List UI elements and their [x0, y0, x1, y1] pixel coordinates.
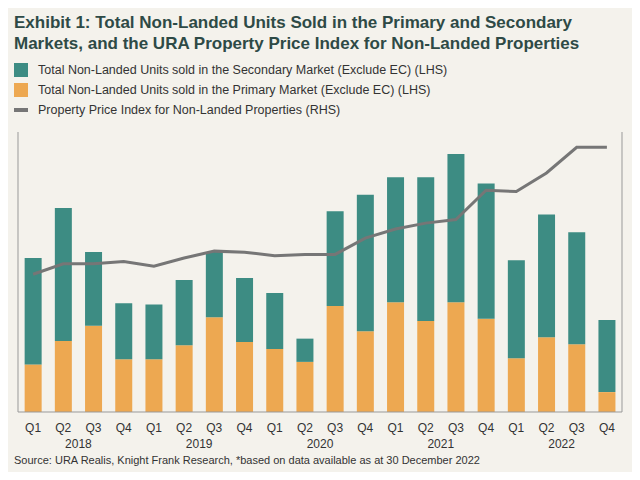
html-text:Exhibit 1: Total Non-Landed Un: Exhibit 1: Total Non-Landed Units Sold i…	[14, 13, 580, 53]
svg-text:Q1: Q1	[267, 421, 283, 435]
svg-text:2022: 2022	[548, 437, 575, 451]
svg-text:Q1: Q1	[508, 421, 524, 435]
svg-text:Q3: Q3	[327, 421, 343, 435]
svg-text:Q4: Q4	[357, 421, 373, 435]
html-text:Total Non-Landed Units sold in: Total Non-Landed Units sold in the Prima…	[38, 83, 431, 97]
svg-text:Q2: Q2	[538, 421, 554, 435]
svg-text:Q4: Q4	[236, 421, 252, 435]
svg-text:2020: 2020	[307, 437, 334, 451]
svg-text:Q2: Q2	[55, 421, 71, 435]
svg-text:Q1: Q1	[387, 421, 403, 435]
svg-text:Q4: Q4	[599, 421, 615, 435]
svg-text:2018: 2018	[65, 437, 92, 451]
svg-text:2019: 2019	[186, 437, 213, 451]
html-text:Source: URA Realis, Knight Fra: Source: URA Realis, Knight Frank Researc…	[14, 454, 480, 466]
svg-text:Q2: Q2	[418, 421, 434, 435]
html-text:Property Price Index for Non-L: Property Price Index for Non-Landed Prop…	[38, 103, 341, 117]
svg-text:Q3: Q3	[448, 421, 464, 435]
svg-text:Q3: Q3	[206, 421, 222, 435]
svg-text:Q2: Q2	[176, 421, 192, 435]
svg-text:Q2: Q2	[297, 421, 313, 435]
svg-text:Q3: Q3	[85, 421, 101, 435]
svg-text:Q1: Q1	[146, 421, 162, 435]
svg-text:Q3: Q3	[569, 421, 585, 435]
html-text:Total Non-Landed Units sold in: Total Non-Landed Units sold in the Secon…	[38, 63, 448, 77]
svg-text:Q4: Q4	[116, 421, 132, 435]
svg-text:Q4: Q4	[478, 421, 494, 435]
svg-text:Q1: Q1	[25, 421, 41, 435]
svg-text:2021: 2021	[427, 437, 454, 451]
